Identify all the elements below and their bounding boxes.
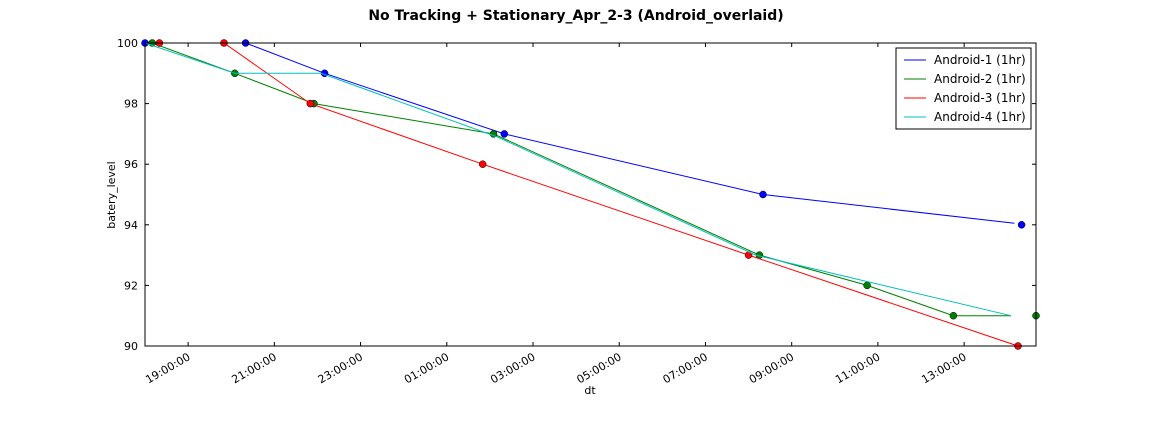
legend-box <box>895 47 1032 130</box>
x-tick-label: 03:00:00 <box>488 350 537 386</box>
plot-frame <box>144 42 1037 347</box>
legend-label-1: Android-1 (1hr) <box>934 53 1026 67</box>
series-line-4 <box>144 42 1012 317</box>
legend-label-4: Android-4 (1hr) <box>934 110 1026 124</box>
y-tick-label: 94 <box>124 219 138 232</box>
x-tick-label: 07:00:00 <box>661 350 710 386</box>
legend-label-3: Android-3 (1hr) <box>934 91 1026 105</box>
x-tick-label: 09:00:00 <box>747 350 796 386</box>
x-tick-label: 23:00:00 <box>316 350 365 386</box>
y-tick-label: 90 <box>124 340 138 353</box>
legend-label-2: Android-2 (1hr) <box>934 72 1026 86</box>
x-tick-label: 05:00:00 <box>574 350 623 386</box>
x-axis-label: dt <box>584 384 596 397</box>
x-tick-label: 13:00:00 <box>919 350 968 386</box>
data-point-series-2 <box>949 311 958 320</box>
data-point-series-1 <box>500 130 509 138</box>
series-line-3 <box>145 42 1019 347</box>
series-line-1 <box>145 42 1015 224</box>
x-tick-label: 01:00:00 <box>402 350 451 386</box>
data-point-series-1 <box>759 190 767 199</box>
y-axis-label: batery_level <box>105 161 118 229</box>
y-tick-label: 92 <box>124 279 138 292</box>
x-axis: 19:00:00 21:00:00 23:00:00 01:00:00 03:00:00… <box>143 43 969 386</box>
chart-title: No Tracking + Stationary_Apr_2-3 (Androi… <box>368 8 783 24</box>
data-point-series-1 <box>1017 221 1026 229</box>
x-tick-label: 11:00:00 <box>833 350 882 386</box>
data-point-series-2 <box>863 281 871 290</box>
y-axis: 90 92 94 96 98 100 <box>117 37 1036 353</box>
y-tick-label: 96 <box>124 158 138 171</box>
data-point-series-3 <box>306 99 315 108</box>
data-point-series-3 <box>478 160 487 168</box>
y-tick-label: 100 <box>117 37 138 50</box>
series-line-2 <box>145 42 1011 317</box>
x-tick-label: 19:00:00 <box>143 350 192 386</box>
x-tick-label: 21:00:00 <box>230 350 279 386</box>
legend: Android-1 (1hr) Android-2 (1hr) Android-3 … <box>895 47 1032 130</box>
y-tick-label: 98 <box>124 98 138 111</box>
